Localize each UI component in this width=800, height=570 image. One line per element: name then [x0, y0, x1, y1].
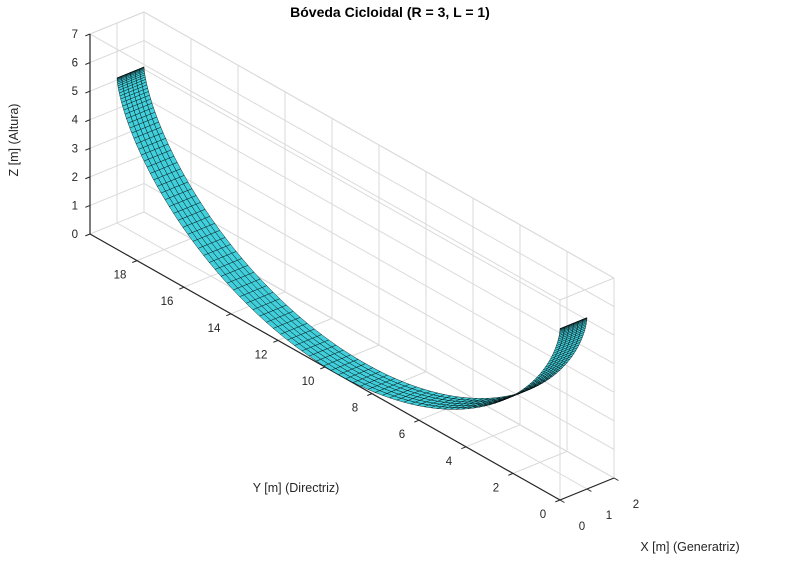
y-tick-label: 0 [540, 509, 546, 521]
x-tick-label: 0 [579, 521, 585, 533]
y-tick-label: 10 [302, 376, 315, 388]
y-tick-label: 8 [352, 403, 358, 415]
y-tick-label: 4 [446, 456, 453, 468]
y-tick-label: 14 [208, 323, 221, 335]
cycloid-surface [116, 66, 588, 410]
z-axis-label: Z [m] (Altura) [7, 104, 21, 177]
tick-marks [85, 33, 619, 503]
y-tick-label: 2 [493, 482, 499, 494]
y-tick-label: 18 [114, 270, 127, 282]
z-tick-label: 2 [72, 172, 78, 184]
y-tick-label: 16 [161, 296, 174, 308]
z-tick-label: 5 [72, 86, 78, 98]
y-axis-label: Y [m] (Directriz) [253, 481, 340, 495]
z-tick-label: 1 [72, 200, 78, 212]
z-tick-label: 0 [72, 229, 78, 241]
x-tick-label: 1 [606, 510, 612, 522]
y-tick-label: 12 [255, 349, 268, 361]
x-tick-label: 2 [633, 499, 639, 511]
x-axis-label: X [m] (Generatriz) [640, 540, 739, 554]
z-tick-label: 6 [72, 58, 78, 70]
z-tick-label: 4 [72, 115, 79, 127]
z-tick-label: 7 [72, 29, 78, 41]
chart-title: Bóveda Cicloidal (R = 3, L = 1) [290, 4, 490, 20]
y-tick-label: 6 [399, 429, 405, 441]
z-tick-label: 3 [72, 143, 78, 155]
